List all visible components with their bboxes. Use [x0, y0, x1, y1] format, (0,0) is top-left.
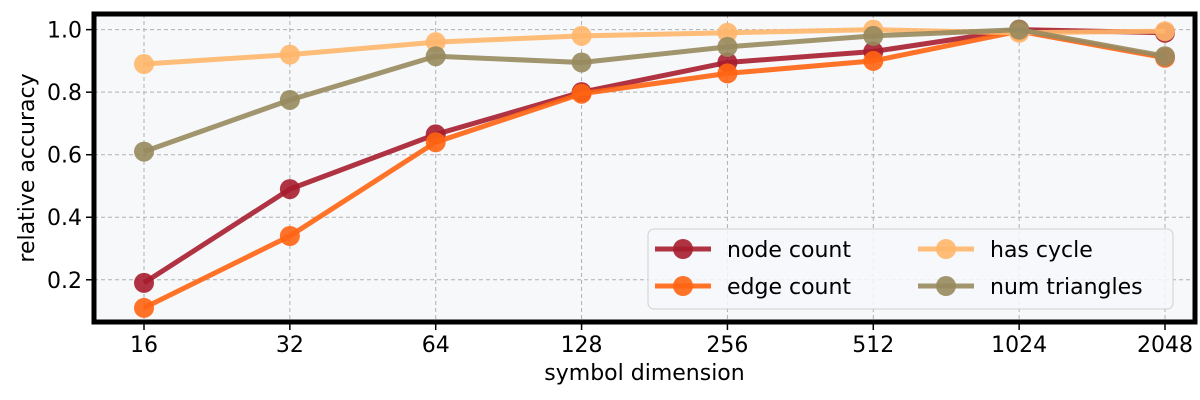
series-num-triangles	[134, 19, 1175, 162]
legend-item: has cycle	[918, 238, 1093, 263]
data-point	[425, 32, 446, 53]
data-point	[717, 36, 738, 57]
x-tick-label: 64	[422, 333, 450, 358]
x-tick-label: 128	[561, 333, 603, 358]
data-point	[134, 272, 154, 293]
legend-label: edge count	[727, 275, 851, 300]
data-point	[134, 54, 154, 75]
legend-marker	[936, 239, 956, 259]
y-tick-label: 0.4	[47, 206, 82, 231]
y-tick-label: 0.6	[47, 144, 82, 169]
x-axis-label: symbol dimension	[544, 361, 744, 386]
y-tick-label: 0.8	[47, 81, 82, 106]
series-line	[142, 28, 1166, 311]
legend-marker	[673, 239, 693, 259]
x-tick-label: 32	[276, 333, 304, 358]
x-tick-label: 512	[852, 333, 894, 358]
axis-ticks: 16 32 64 128 256 512 1024 2048 0.2 0.4 0.6 0.8 1.0	[47, 19, 1193, 358]
legend-marker	[673, 276, 693, 296]
legend-box	[647, 228, 1174, 310]
data-point	[279, 89, 300, 110]
y-tick-label: 0.2	[47, 269, 82, 294]
data-point	[863, 25, 884, 46]
data-point	[279, 44, 300, 65]
legend-item: edge count	[655, 275, 851, 300]
data-point	[134, 297, 154, 318]
series-layer	[134, 19, 1175, 318]
data-point	[717, 63, 738, 84]
data-point	[425, 46, 446, 67]
x-tick-label: 256	[706, 333, 748, 358]
data-point	[717, 22, 738, 43]
data-point	[571, 52, 592, 73]
data-point	[134, 141, 154, 162]
data-point	[1009, 19, 1030, 40]
data-point	[1155, 21, 1175, 42]
x-tick-label: 1024	[991, 333, 1047, 358]
legend-label: has cycle	[990, 238, 1093, 263]
data-point	[571, 83, 592, 104]
data-point	[863, 50, 884, 71]
legend-marker	[936, 276, 956, 296]
data-point	[571, 25, 592, 46]
legend-item: num triangles	[918, 275, 1143, 300]
data-point	[425, 132, 446, 153]
y-axis-label: relative accuracy	[15, 73, 40, 262]
legend-label: num triangles	[990, 275, 1143, 300]
x-tick-label: 2048	[1137, 333, 1193, 358]
plot-frame	[91, 11, 1198, 325]
y-tick-label: 1.0	[47, 19, 82, 44]
data-point	[279, 226, 300, 247]
data-point	[279, 179, 300, 200]
x-tick-label: 16	[130, 333, 158, 358]
legend-item: node count	[655, 238, 851, 263]
data-point	[1155, 46, 1175, 67]
legend-label: node count	[727, 238, 851, 263]
series-line	[143, 27, 1166, 154]
legend: node count edge count has cycle num triangl…	[647, 228, 1174, 310]
